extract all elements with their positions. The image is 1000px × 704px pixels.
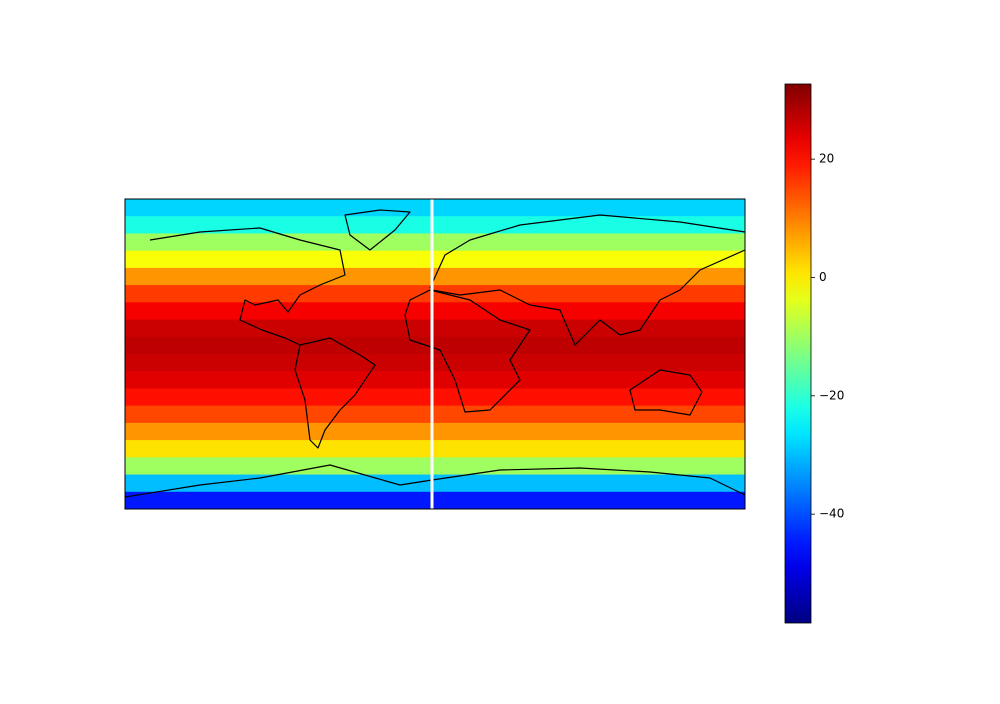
colorbar-tick-label: 0 [819,270,827,284]
heat-cell [125,319,745,338]
heat-cell [125,491,745,510]
colorbar-tick-label: −40 [819,507,844,521]
colorbar-tick-label: −20 [819,388,844,402]
heat-cell [125,216,745,234]
colorbar [784,83,812,624]
heat-cell [125,405,745,424]
coastline [149,227,346,346]
heat-cell [125,285,745,303]
heat-cell [125,199,745,217]
heat-cell [125,440,745,458]
heat-cell [125,371,745,389]
heat-cell [125,250,745,269]
coastline [404,289,531,413]
coastline [629,369,703,416]
temperature-field [125,199,745,510]
coastline [344,209,411,251]
heat-cell [125,474,745,493]
colorbar-tick-label: 20 [819,152,834,166]
coastline [294,337,376,449]
heat-cell [125,388,745,407]
heat-cell [125,233,745,252]
map-frame [124,198,746,510]
coastlines [124,209,746,498]
heat-cell [125,422,745,441]
heat-cell [125,336,745,355]
heat-cell [125,457,745,476]
heat-cell [125,354,745,372]
heat-cell [125,302,745,321]
coastline [429,214,746,346]
